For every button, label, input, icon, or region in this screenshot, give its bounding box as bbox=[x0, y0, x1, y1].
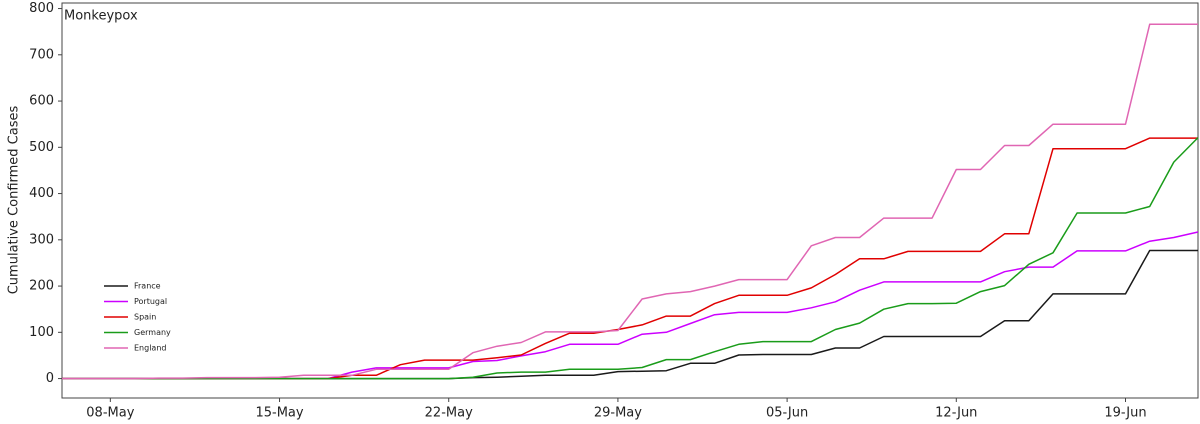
x-tick-label: 15-May bbox=[255, 406, 303, 421]
legend-label: France bbox=[134, 282, 161, 291]
y-tick-label: 400 bbox=[29, 186, 54, 201]
series-line bbox=[62, 23, 1198, 380]
legend-label: Germany bbox=[134, 328, 171, 337]
x-tick-label: 19-Jun bbox=[1104, 406, 1146, 421]
series-line bbox=[62, 137, 1198, 380]
legend-label: Portugal bbox=[134, 297, 167, 306]
y-tick-label: 800 bbox=[29, 1, 54, 16]
y-axis-label: Cumulative Confirmed Cases bbox=[7, 106, 22, 295]
legend-label: Spain bbox=[134, 313, 156, 322]
series-line bbox=[62, 137, 1199, 380]
x-tick-label: 12-Jun bbox=[935, 406, 977, 421]
x-tick-label: 08-May bbox=[86, 406, 134, 421]
x-tick-label: 22-May bbox=[425, 406, 473, 421]
series-line bbox=[62, 231, 1199, 380]
y-tick-label: 0 bbox=[46, 371, 54, 386]
y-tick-label: 200 bbox=[29, 279, 54, 294]
x-tick-label: 29-May bbox=[594, 406, 642, 421]
y-tick-label: 500 bbox=[29, 140, 54, 155]
y-tick-label: 300 bbox=[29, 232, 54, 247]
legend-label: England bbox=[134, 344, 166, 353]
y-tick-label: 600 bbox=[29, 94, 54, 109]
chart-title: Monkeypox bbox=[64, 9, 138, 24]
plot-frame bbox=[61, 2, 1199, 399]
x-tick-label: 05-Jun bbox=[766, 406, 808, 421]
y-tick-label: 700 bbox=[29, 47, 54, 62]
y-tick-label: 100 bbox=[29, 325, 54, 340]
